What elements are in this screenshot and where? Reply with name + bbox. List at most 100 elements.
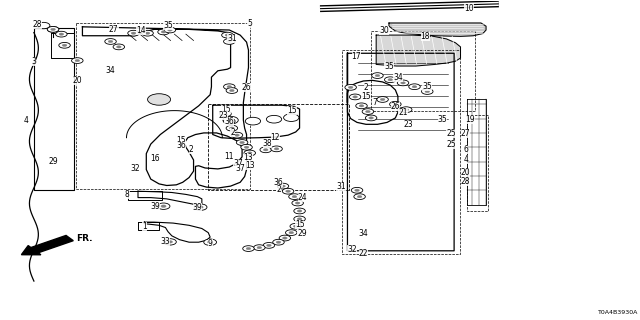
Text: 11: 11 [225, 152, 234, 161]
Text: 22: 22 [358, 249, 368, 258]
Circle shape [388, 79, 392, 81]
Circle shape [297, 210, 302, 212]
Circle shape [223, 118, 235, 124]
Text: 15: 15 [221, 105, 231, 114]
Circle shape [294, 208, 305, 214]
Text: 28: 28 [461, 177, 470, 186]
Circle shape [235, 134, 239, 136]
Text: 34: 34 [358, 229, 368, 238]
Circle shape [276, 241, 281, 243]
Polygon shape [376, 35, 461, 66]
Text: 2: 2 [189, 145, 193, 154]
Circle shape [236, 140, 248, 145]
Circle shape [359, 105, 364, 107]
Circle shape [264, 149, 268, 151]
Circle shape [225, 34, 230, 36]
Text: 20: 20 [72, 76, 82, 85]
Text: 25: 25 [446, 140, 456, 149]
Circle shape [62, 44, 67, 46]
Text: 2: 2 [276, 185, 281, 194]
Circle shape [161, 31, 166, 33]
Text: 34: 34 [106, 66, 115, 75]
Text: 34: 34 [393, 73, 403, 82]
Circle shape [75, 60, 79, 62]
Circle shape [47, 27, 59, 32]
Text: 15: 15 [177, 136, 186, 145]
Circle shape [273, 239, 284, 245]
Circle shape [148, 94, 171, 105]
Circle shape [362, 109, 374, 115]
Circle shape [422, 89, 433, 94]
Text: 32: 32 [130, 164, 140, 173]
Text: 1: 1 [142, 222, 147, 231]
Circle shape [377, 97, 388, 102]
Circle shape [297, 218, 302, 220]
Text: 19: 19 [465, 115, 475, 124]
Circle shape [207, 241, 212, 244]
Circle shape [204, 239, 216, 245]
Text: 15: 15 [361, 92, 371, 101]
Circle shape [279, 235, 291, 241]
Circle shape [275, 148, 279, 150]
Circle shape [227, 40, 232, 43]
Text: 16: 16 [150, 154, 160, 163]
Circle shape [289, 194, 300, 199]
Circle shape [289, 231, 294, 234]
Circle shape [401, 107, 412, 113]
Circle shape [161, 205, 166, 207]
Text: 23: 23 [218, 111, 228, 120]
Text: 33: 33 [161, 237, 170, 246]
Circle shape [365, 110, 370, 113]
Circle shape [198, 206, 203, 208]
Text: 7: 7 [372, 98, 377, 107]
Text: 36: 36 [274, 179, 284, 188]
Circle shape [105, 39, 116, 44]
Circle shape [293, 225, 298, 228]
Circle shape [294, 216, 305, 222]
Text: 39: 39 [193, 203, 202, 212]
Circle shape [356, 103, 367, 109]
Circle shape [351, 188, 363, 193]
Circle shape [221, 32, 233, 38]
Circle shape [158, 29, 170, 35]
Circle shape [168, 29, 172, 31]
Text: 8: 8 [125, 190, 129, 199]
Circle shape [72, 58, 83, 63]
Text: 26: 26 [242, 83, 252, 92]
Circle shape [226, 125, 237, 131]
Circle shape [290, 223, 301, 229]
Text: 37: 37 [236, 164, 245, 173]
Text: 35: 35 [438, 115, 447, 124]
Text: 5: 5 [247, 19, 252, 28]
Circle shape [284, 114, 299, 122]
Text: 4: 4 [24, 116, 29, 125]
Circle shape [348, 86, 353, 89]
Text: 4: 4 [463, 155, 468, 164]
Text: 30: 30 [379, 27, 388, 36]
Circle shape [266, 116, 282, 123]
Text: 15: 15 [295, 220, 305, 229]
Circle shape [240, 141, 244, 144]
Circle shape [246, 247, 251, 250]
Circle shape [271, 146, 282, 152]
Text: 10: 10 [464, 4, 474, 13]
Circle shape [51, 28, 55, 30]
Circle shape [116, 46, 121, 48]
Circle shape [425, 90, 429, 93]
Circle shape [227, 120, 232, 122]
Circle shape [157, 203, 170, 209]
Circle shape [263, 243, 275, 248]
Circle shape [412, 85, 417, 88]
Text: FR.: FR. [76, 234, 93, 243]
Text: 28: 28 [33, 20, 42, 29]
Text: 38: 38 [263, 139, 273, 148]
Text: 3: 3 [31, 57, 36, 66]
Circle shape [226, 88, 237, 93]
Circle shape [223, 113, 228, 115]
FancyArrow shape [21, 236, 74, 255]
Circle shape [292, 196, 297, 198]
Text: 20: 20 [461, 168, 470, 177]
Text: 2: 2 [364, 83, 369, 92]
Circle shape [257, 246, 262, 249]
Circle shape [354, 194, 365, 199]
